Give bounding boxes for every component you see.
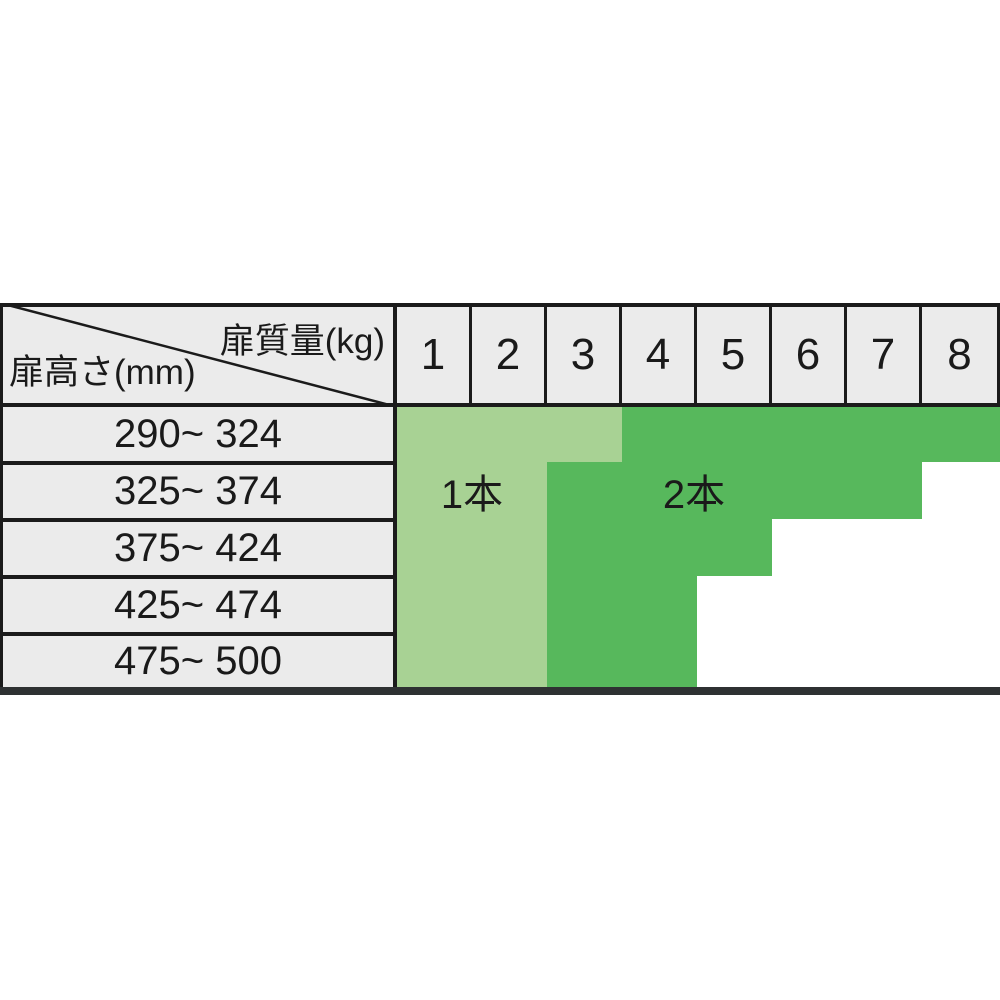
- column-header-5-label: 5: [720, 330, 746, 379]
- diagonal-divider-line: [10, 307, 387, 403]
- region-1本-row4: [397, 576, 547, 633]
- table-right-border-header: [997, 303, 1000, 407]
- column-header-1: 1: [397, 307, 472, 403]
- row-separator-2: [0, 518, 397, 522]
- region-2本-row3: [547, 519, 772, 576]
- column-header-4-label: 4: [645, 330, 671, 379]
- region-2本-row2: [547, 462, 922, 519]
- chart-area: 1本 2本: [397, 407, 1000, 687]
- region-1本-row5: [397, 633, 547, 687]
- column-header-8: 8: [922, 307, 997, 403]
- column-header-2: 2: [472, 307, 547, 403]
- region-1本-row2: [397, 462, 547, 519]
- row-label-3: 375~ 424: [3, 522, 393, 575]
- row-label-4: 425~ 474: [3, 579, 393, 632]
- region-label-1: 1本: [440, 472, 504, 517]
- column-header-7: 7: [847, 307, 922, 403]
- column-header-5: 5: [697, 307, 772, 403]
- region-2本-row1: [622, 407, 1000, 462]
- column-header-8-label: 8: [947, 330, 972, 379]
- column-header-1-label: 1: [420, 330, 446, 379]
- row-separator-3: [0, 575, 397, 579]
- row-axis-title: 扉高さ(mm): [9, 353, 196, 392]
- column-header-3: 3: [547, 307, 622, 403]
- row-separator-4: [0, 632, 397, 636]
- corner-header-cell: 扉質量(kg) 扉高さ(mm): [3, 307, 393, 403]
- row-label-5-text: 475~ 500: [114, 639, 282, 683]
- row-label-3-text: 375~ 424: [114, 526, 282, 570]
- column-header-6-label: 6: [795, 330, 821, 379]
- row-label-1-text: 290~ 324: [114, 411, 282, 456]
- region-1本-row3: [397, 519, 547, 576]
- table-top-border: [0, 303, 1000, 307]
- column-header-6: 6: [772, 307, 847, 403]
- column-header-7-label: 7: [870, 330, 896, 379]
- region-label-2: 2本: [662, 472, 726, 517]
- table-bottom-border: [0, 687, 1000, 695]
- row-separator-1: [0, 461, 397, 465]
- row-label-2-text: 325~ 374: [114, 469, 282, 513]
- column-header-2-label: 2: [495, 330, 521, 379]
- region-1本-row1: [397, 407, 622, 462]
- header-bottom-border: [0, 403, 1000, 407]
- row-label-5: 475~ 500: [3, 636, 393, 687]
- region-2本-row5: [547, 633, 697, 687]
- column-axis-title: 扉質量(kg): [219, 322, 385, 361]
- column-header-4: 4: [622, 307, 697, 403]
- region-2本-row4: [547, 576, 697, 633]
- label-column-border: [393, 303, 397, 692]
- row-label-4-text: 425~ 474: [114, 583, 282, 627]
- column-header-3-label: 3: [570, 330, 596, 379]
- row-label-2: 325~ 374: [3, 465, 393, 518]
- row-label-1: 290~ 324: [3, 407, 393, 461]
- table-left-border: [0, 303, 3, 692]
